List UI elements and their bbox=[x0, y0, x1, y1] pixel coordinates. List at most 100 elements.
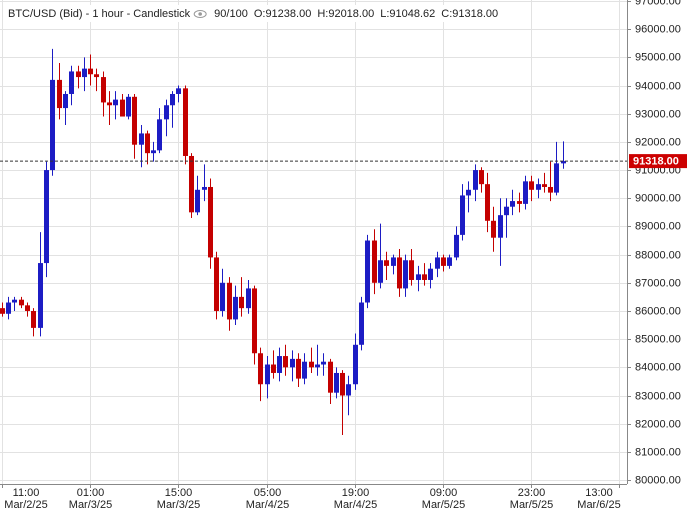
candle-body bbox=[126, 96, 131, 117]
candle-body bbox=[57, 79, 62, 109]
candle-body bbox=[529, 181, 534, 190]
candle-body bbox=[25, 305, 30, 311]
candle-body bbox=[504, 206, 509, 216]
candle-body bbox=[82, 68, 87, 78]
candle-body bbox=[315, 364, 320, 368]
x-tick-time: 11:00 bbox=[13, 487, 40, 499]
x-tick-time: 23:00 bbox=[518, 487, 546, 499]
candle-body bbox=[378, 260, 383, 283]
grid bbox=[0, 0, 627, 484]
x-tick-date: Mar/5/25 bbox=[510, 499, 553, 510]
candle-body bbox=[403, 260, 408, 289]
y-tick-label: 84000.00 bbox=[635, 361, 681, 373]
candle-body bbox=[365, 240, 370, 303]
candle-body bbox=[107, 102, 112, 106]
candle-body bbox=[510, 201, 515, 207]
candle-body bbox=[69, 71, 74, 94]
candle-body bbox=[454, 234, 459, 258]
candle-body bbox=[233, 296, 238, 320]
candle-body bbox=[517, 201, 522, 204]
candle-body bbox=[346, 384, 351, 396]
candle-body bbox=[120, 99, 125, 117]
candle-body bbox=[397, 257, 402, 289]
candle-body bbox=[157, 119, 162, 151]
eye-icon[interactable] bbox=[193, 10, 207, 18]
candle-body bbox=[145, 133, 150, 154]
candle-body bbox=[372, 240, 377, 283]
y-tick-label: 97000.00 bbox=[635, 0, 681, 7]
candle-body bbox=[265, 364, 270, 385]
candle-body bbox=[6, 302, 11, 314]
candle-body bbox=[63, 93, 68, 109]
last-price-box bbox=[629, 154, 687, 169]
x-tick-date: Mar/3/25 bbox=[69, 499, 112, 510]
candle-body bbox=[554, 163, 559, 193]
candle-body bbox=[44, 170, 49, 264]
candle-body bbox=[485, 184, 490, 221]
candle-body bbox=[290, 358, 295, 368]
candle-body bbox=[271, 364, 276, 373]
y-tick-label: 96000.00 bbox=[635, 23, 681, 35]
candle-body bbox=[523, 181, 528, 204]
candle-body bbox=[195, 189, 200, 213]
candle-body bbox=[473, 170, 478, 190]
x-tick-time: 09:00 bbox=[430, 487, 458, 499]
candle-body bbox=[94, 74, 99, 78]
candle-body bbox=[359, 302, 364, 345]
candle-body bbox=[283, 356, 288, 368]
candles bbox=[0, 48, 566, 435]
ohlc-high: H:92018.00 bbox=[317, 8, 374, 20]
candle-body bbox=[441, 257, 446, 266]
candle-body bbox=[31, 310, 36, 328]
y-tick-label: 87000.00 bbox=[635, 277, 681, 289]
candle-body bbox=[151, 150, 156, 154]
y-tick-label: 85000.00 bbox=[635, 333, 681, 345]
candle-body bbox=[76, 71, 81, 78]
x-tick-time: 05:00 bbox=[254, 487, 282, 499]
candle-body bbox=[50, 79, 55, 171]
candle-body bbox=[19, 299, 24, 306]
candle-body bbox=[202, 186, 207, 190]
chart-title: BTC/USD (Bid) - 1 hour - Candlestick bbox=[8, 8, 191, 20]
candle-body bbox=[296, 358, 301, 379]
x-tick-date: Mar/3/25 bbox=[157, 499, 200, 510]
candle-body bbox=[460, 195, 465, 235]
candle-body bbox=[12, 299, 17, 303]
candle-body bbox=[113, 99, 118, 106]
candle-body bbox=[208, 186, 213, 258]
last-price-label: 91318.00 bbox=[633, 156, 679, 168]
x-tick-date: Mar/5/25 bbox=[422, 499, 465, 510]
candle-body bbox=[409, 260, 414, 280]
eye-pupil[interactable] bbox=[198, 12, 202, 16]
y-tick-label: 80000.00 bbox=[635, 474, 681, 486]
eye-outline[interactable] bbox=[193, 10, 207, 18]
candle-body bbox=[277, 356, 282, 373]
candle-body bbox=[252, 288, 257, 354]
candle-body bbox=[139, 133, 144, 145]
x-tick-time: 15:00 bbox=[165, 487, 193, 499]
x-tick-date: Mar/4/25 bbox=[246, 499, 289, 510]
y-tick-label: 89000.00 bbox=[635, 220, 681, 232]
candle-body bbox=[561, 161, 566, 164]
x-tick-time: 19:00 bbox=[342, 487, 370, 499]
candle-body bbox=[340, 372, 345, 396]
candle-body bbox=[189, 155, 194, 213]
y-tick-label: 82000.00 bbox=[635, 418, 681, 430]
candle-body bbox=[38, 263, 43, 328]
candle-body bbox=[246, 288, 251, 309]
x-tick-time: 01:00 bbox=[77, 487, 105, 499]
y-tick-label: 88000.00 bbox=[635, 249, 681, 261]
ohlc-close: C:91318.00 bbox=[441, 8, 498, 20]
candle-body bbox=[479, 170, 484, 185]
header-bg bbox=[4, 5, 509, 22]
candle-body bbox=[214, 257, 219, 311]
candle-body bbox=[164, 105, 169, 120]
candle-body bbox=[548, 186, 553, 193]
candle-body bbox=[542, 184, 547, 187]
candle-body bbox=[88, 68, 93, 75]
candle-body bbox=[227, 282, 232, 320]
x-tick-date: Mar/4/25 bbox=[334, 499, 377, 510]
candle-body bbox=[239, 296, 244, 309]
zoom-label: 90/100 bbox=[214, 8, 248, 20]
